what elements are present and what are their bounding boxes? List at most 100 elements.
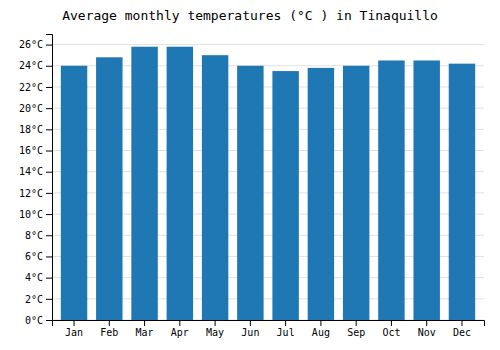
bar [449, 64, 475, 320]
x-axis-line [53, 321, 485, 327]
y-tick-mark [46, 108, 52, 109]
y-tick-label: 6°C [25, 251, 43, 262]
x-tick-label: May [206, 327, 224, 338]
y-tick: 22°C [19, 82, 52, 93]
y-tick: 0°C [25, 315, 52, 326]
y-tick-label: 14°C [19, 166, 43, 177]
y-tick-mark [46, 214, 52, 215]
y-tick-mark [46, 320, 52, 321]
x-tick-label: Jan [65, 327, 83, 338]
y-tick: 18°C [19, 124, 52, 135]
y-tick: 20°C [19, 103, 52, 114]
bar [378, 60, 404, 320]
x-tick-mark [356, 320, 357, 326]
y-tick: 4°C [25, 272, 52, 283]
y-axis-line [46, 35, 53, 321]
x-tick-mark [74, 320, 75, 326]
y-tick-mark [46, 235, 52, 236]
x-axis: Jan Feb Mar Apr May Jun Jul Aug Sep Oct Nov Dec [53, 320, 485, 338]
y-tick-label: 2°C [25, 294, 43, 305]
x-tick: Nov [418, 320, 436, 338]
grid-line [52, 44, 484, 45]
x-tick-mark [109, 320, 110, 326]
bar [237, 66, 263, 320]
y-tick-label: 20°C [19, 103, 43, 114]
x-tick-label: Nov [418, 327, 436, 338]
x-tick-mark [144, 320, 145, 326]
x-tick-label: Mar [136, 327, 154, 338]
y-tick: 10°C [19, 209, 52, 220]
bar [202, 55, 228, 320]
x-tick-mark [179, 320, 180, 326]
x-tick-label: Dec [453, 327, 471, 338]
bar [96, 57, 122, 320]
y-tick-mark [46, 278, 52, 279]
y-tick: 24°C [19, 60, 52, 71]
bar [413, 60, 439, 320]
bar [272, 71, 298, 320]
chart-svg: Average monthly temperatures (°C ) in Ti… [0, 0, 500, 350]
y-tick-label: 24°C [19, 60, 43, 71]
x-tick: Oct [382, 320, 400, 338]
y-axis: 0°C 2°C 4°C 6°C 8°C 10°C 12°C 14°C 16°C 18°C 20°C 2… [19, 35, 53, 326]
x-tick: May [206, 320, 224, 338]
plot: 0°C 2°C 4°C 6°C 8°C 10°C 12°C 14°C 16°C 18°C 20°C 2… [19, 35, 485, 339]
y-tick: 6°C [25, 251, 52, 262]
y-tick-label: 0°C [25, 315, 43, 326]
bar [131, 47, 157, 320]
y-tick: 8°C [25, 230, 52, 241]
x-tick: Sep [347, 320, 365, 338]
x-tick-mark [461, 320, 462, 326]
y-tick-label: 10°C [19, 209, 43, 220]
x-tick-mark [426, 320, 427, 326]
title: Average monthly temperatures (°C ) in Ti… [62, 8, 438, 23]
y-tick-mark [46, 172, 52, 173]
grid [52, 45, 484, 320]
y-tick-mark [46, 151, 52, 152]
x-tick: Dec [453, 320, 471, 338]
x-tick: Jun [241, 320, 259, 338]
x-tick: Apr [171, 320, 189, 338]
x-tick-label: Feb [100, 327, 118, 338]
x-tick-mark [215, 320, 216, 326]
x-tick-label: Jun [241, 327, 259, 338]
y-tick: 16°C [19, 145, 52, 156]
y-tick: 2°C [25, 294, 52, 305]
x-tick-label: Apr [171, 327, 189, 338]
y-tick-label: 16°C [19, 145, 43, 156]
y-tick: 26°C [19, 39, 52, 50]
y-tick-mark [46, 256, 52, 257]
x-tick: Feb [100, 320, 118, 338]
x-tick-mark [285, 320, 286, 326]
bar [167, 47, 193, 320]
y-tick: 14°C [19, 166, 52, 177]
x-tick-label: Sep [347, 327, 365, 338]
x-tick-label: Oct [382, 327, 400, 338]
x-tick-mark [250, 320, 251, 326]
y-tick-label: 18°C [19, 124, 43, 135]
x-tick-mark [320, 320, 321, 326]
y-tick-mark [46, 87, 52, 88]
y-tick-label: 12°C [19, 188, 43, 199]
bar [343, 66, 369, 320]
y-tick-mark [46, 66, 52, 67]
bar [308, 68, 334, 320]
y-tick-mark [46, 45, 52, 46]
x-tick-label: Aug [312, 327, 330, 338]
bar [61, 66, 87, 320]
bars [61, 47, 475, 320]
y-tick: 12°C [19, 188, 52, 199]
chart-container: Average monthly temperatures (°C ) in Ti… [0, 0, 500, 350]
y-tick-mark [46, 193, 52, 194]
y-tick-mark [46, 129, 52, 130]
y-tick-label: 4°C [25, 272, 43, 283]
y-tick-label: 22°C [19, 82, 43, 93]
y-tick-label: 8°C [25, 230, 43, 241]
y-tick-label: 26°C [19, 39, 43, 50]
x-tick-label: Jul [277, 327, 295, 338]
x-tick: Mar [136, 320, 154, 338]
y-tick-mark [46, 299, 52, 300]
x-tick-mark [391, 320, 392, 326]
x-tick: Aug [312, 320, 330, 338]
x-tick: Jul [277, 320, 295, 338]
